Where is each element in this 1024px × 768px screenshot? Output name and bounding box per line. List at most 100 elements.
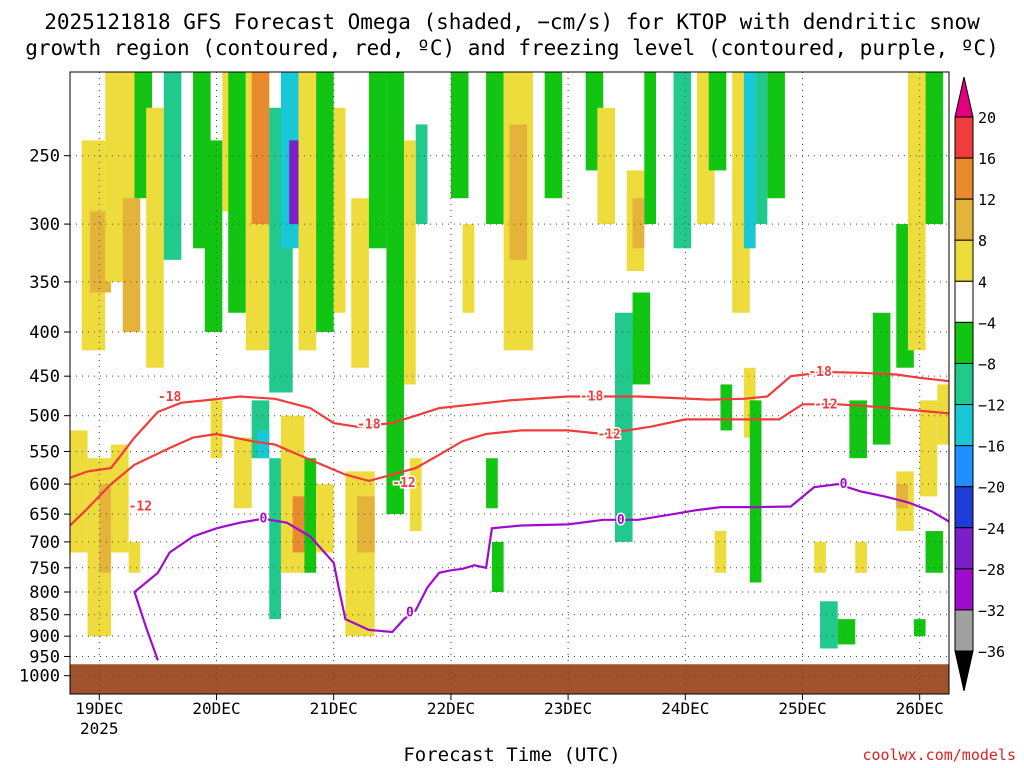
contour-label-dgz_minus18-1: -18 bbox=[357, 418, 381, 433]
colorbar-box-8 bbox=[954, 445, 974, 488]
omega-cell-3 bbox=[122, 198, 141, 332]
omega-cell-65 bbox=[614, 312, 633, 542]
omega-cell-15 bbox=[289, 140, 299, 225]
omega-cell-22 bbox=[404, 140, 416, 385]
omega-cell-24 bbox=[450, 72, 469, 199]
omega-cell-47 bbox=[99, 484, 112, 573]
contour-dgz_minus12 bbox=[70, 403, 949, 527]
colorbar-label-5: −4 bbox=[978, 314, 996, 332]
omega-cell-26 bbox=[486, 72, 504, 225]
contour-label-dgz_minus12-2: -12 bbox=[597, 428, 620, 443]
omega-cell-64 bbox=[491, 541, 504, 592]
y-tick-label-300: 300 bbox=[29, 215, 60, 235]
omega-cell-20 bbox=[368, 72, 387, 249]
y-axis: 2503003504004505005506006507007508008509… bbox=[19, 147, 70, 687]
y-tick-label-500: 500 bbox=[29, 407, 60, 427]
colorbar-box-0 bbox=[954, 116, 974, 159]
y-tick-label-250: 250 bbox=[29, 147, 60, 167]
omega-cell-31 bbox=[597, 107, 615, 225]
omega-cell-80 bbox=[919, 400, 938, 497]
contour-label-dgz_minus12-1: -12 bbox=[392, 476, 415, 491]
y-tick-label-700: 700 bbox=[29, 533, 60, 553]
colorbar-box-9 bbox=[954, 486, 974, 529]
contour-label-dgz_minus18-2: -18 bbox=[580, 389, 604, 404]
omega-cell-40 bbox=[755, 72, 768, 225]
colorbar-box-1 bbox=[954, 157, 974, 200]
omega-cell-74 bbox=[849, 400, 867, 459]
x-tick-label-1: 20DEC bbox=[192, 699, 240, 718]
omega-cell-5 bbox=[146, 107, 164, 368]
colorbar-label-9: −20 bbox=[978, 479, 1005, 497]
colorbar-label-0: 20 bbox=[978, 109, 996, 127]
y-tick-label-650: 650 bbox=[29, 505, 60, 525]
omega-cell-23 bbox=[415, 124, 428, 225]
colorbar-top-arrow bbox=[954, 76, 974, 118]
x-axis-label: Forecast Time (UTC) bbox=[403, 744, 621, 766]
colorbar-box-6 bbox=[954, 362, 974, 406]
contour-freezing_level bbox=[133, 482, 949, 661]
omega-cell-54 bbox=[269, 458, 281, 620]
omega-cell-49 bbox=[128, 541, 141, 573]
colorbar-label-10: −24 bbox=[978, 520, 1005, 538]
colorbar-box-11 bbox=[954, 568, 974, 611]
y-tick-label-350: 350 bbox=[29, 273, 60, 293]
y-tick-label-1000: 1000 bbox=[19, 667, 60, 687]
contour-label-freezing_level-3: 0 bbox=[840, 477, 848, 492]
contour-label-freezing_level-2: 0 bbox=[617, 513, 625, 528]
colorbar-label-1: 16 bbox=[978, 150, 996, 168]
omega-cell-56 bbox=[292, 496, 305, 553]
y-tick-label-600: 600 bbox=[29, 475, 60, 495]
omega-cell-66 bbox=[632, 292, 651, 385]
colorbar-label-8: −16 bbox=[978, 438, 1005, 456]
y-tick-label-850: 850 bbox=[29, 606, 60, 626]
colorbar-box-12 bbox=[954, 609, 974, 652]
omega-cell-70 bbox=[749, 400, 762, 583]
colorbar-label-2: 12 bbox=[978, 191, 996, 209]
omega-cell-17 bbox=[316, 72, 334, 332]
colorbar-box-5 bbox=[954, 321, 974, 364]
contour-label-dgz_minus12-0: -12 bbox=[129, 500, 152, 515]
omega-cell-45 bbox=[70, 430, 88, 553]
omega-cell-48 bbox=[111, 444, 129, 553]
omega-cell-12 bbox=[251, 72, 270, 225]
omega-cell-51 bbox=[234, 437, 252, 509]
ground-surface bbox=[70, 664, 949, 694]
omega-cell-39 bbox=[743, 72, 756, 249]
ground-layer bbox=[70, 664, 949, 694]
x-tick-label-0: 19DEC bbox=[75, 699, 123, 718]
colorbar-label-7: −12 bbox=[978, 397, 1005, 415]
y-tick-label-750: 750 bbox=[29, 559, 60, 579]
colorbar-box-2 bbox=[954, 198, 974, 241]
omega-cell-33 bbox=[632, 198, 645, 249]
omega-cell-43 bbox=[907, 72, 926, 351]
omega-cell-29 bbox=[544, 72, 563, 199]
omega-cell-79 bbox=[913, 619, 926, 637]
colorbar-box-7 bbox=[954, 404, 974, 447]
omega-cell-41 bbox=[767, 72, 785, 199]
chart-title-line-2: growth region (contoured, red, ºC) and f… bbox=[25, 36, 999, 60]
colorbar-label-3: 8 bbox=[978, 232, 987, 250]
colorbar-box-3 bbox=[954, 239, 974, 282]
chart-title-line-1: 2025121818 GFS Forecast Omega (shaded, −… bbox=[44, 10, 980, 34]
x-tick-label-6: 25DEC bbox=[778, 699, 826, 718]
omega-cell-53 bbox=[257, 430, 270, 459]
contour-label-dgz_minus18-3: -18 bbox=[808, 365, 832, 380]
omega-cell-62 bbox=[409, 458, 422, 532]
omega-cell-44 bbox=[925, 72, 944, 225]
omega-cell-63 bbox=[486, 458, 498, 509]
colorbar-box-4 bbox=[954, 280, 974, 323]
omega-cell-57 bbox=[304, 458, 317, 573]
omega-cell-81 bbox=[925, 531, 944, 573]
omega-cell-67 bbox=[714, 531, 727, 573]
omega-cell-73 bbox=[837, 619, 856, 645]
y-tick-label-550: 550 bbox=[29, 442, 60, 462]
omega-cell-50 bbox=[210, 400, 223, 459]
grid-layer bbox=[70, 72, 949, 694]
omega-cell-37 bbox=[708, 72, 727, 171]
colorbar-label-6: −8 bbox=[978, 355, 996, 373]
x-tick-sublabel-0: 2025 bbox=[80, 719, 119, 738]
x-tick-label-3: 22DEC bbox=[427, 699, 475, 718]
omega-cell-21 bbox=[386, 72, 405, 416]
